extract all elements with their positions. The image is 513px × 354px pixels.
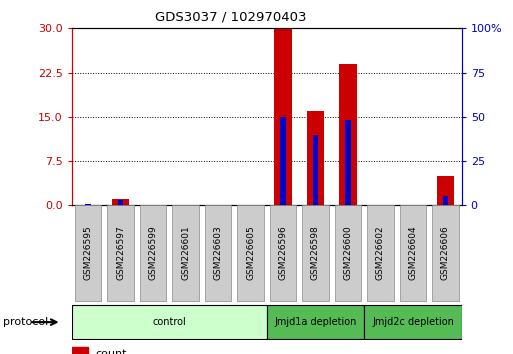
Text: protocol: protocol xyxy=(3,317,48,327)
FancyBboxPatch shape xyxy=(432,205,459,301)
Text: GSM226604: GSM226604 xyxy=(408,226,418,280)
Text: GSM226598: GSM226598 xyxy=(311,226,320,280)
FancyBboxPatch shape xyxy=(270,205,297,301)
Text: GSM226603: GSM226603 xyxy=(213,226,223,280)
Text: GSM226595: GSM226595 xyxy=(84,226,92,280)
Bar xyxy=(280,117,286,205)
Bar xyxy=(312,135,319,205)
Bar xyxy=(112,199,129,205)
Bar xyxy=(117,200,124,205)
Bar xyxy=(72,347,88,354)
Bar xyxy=(307,111,324,205)
Text: Jmjd1a depletion: Jmjd1a depletion xyxy=(274,317,357,327)
FancyBboxPatch shape xyxy=(364,305,462,339)
Bar xyxy=(443,196,448,205)
FancyBboxPatch shape xyxy=(205,205,231,301)
Text: Jmjd2c depletion: Jmjd2c depletion xyxy=(372,317,454,327)
Text: GSM226605: GSM226605 xyxy=(246,226,255,280)
Text: GDS3037 / 102970403: GDS3037 / 102970403 xyxy=(155,11,307,24)
Text: GSM226602: GSM226602 xyxy=(376,226,385,280)
FancyBboxPatch shape xyxy=(302,205,329,301)
FancyBboxPatch shape xyxy=(237,205,264,301)
FancyBboxPatch shape xyxy=(367,205,394,301)
FancyBboxPatch shape xyxy=(334,205,361,301)
Text: GSM226600: GSM226600 xyxy=(344,226,352,280)
Text: GSM226606: GSM226606 xyxy=(441,226,450,280)
Bar xyxy=(274,28,292,205)
Text: GSM226599: GSM226599 xyxy=(149,226,157,280)
Text: GSM226596: GSM226596 xyxy=(279,226,287,280)
FancyBboxPatch shape xyxy=(400,205,426,301)
FancyBboxPatch shape xyxy=(75,205,102,301)
Text: GSM226597: GSM226597 xyxy=(116,226,125,280)
Text: control: control xyxy=(152,317,186,327)
Text: count: count xyxy=(95,349,127,354)
FancyBboxPatch shape xyxy=(140,205,166,301)
FancyBboxPatch shape xyxy=(172,205,199,301)
Bar xyxy=(345,120,351,205)
Bar xyxy=(339,64,357,205)
Text: GSM226601: GSM226601 xyxy=(181,226,190,280)
FancyBboxPatch shape xyxy=(72,305,267,339)
FancyBboxPatch shape xyxy=(267,305,364,339)
Bar xyxy=(437,176,455,205)
Bar xyxy=(85,204,91,205)
FancyBboxPatch shape xyxy=(107,205,134,301)
